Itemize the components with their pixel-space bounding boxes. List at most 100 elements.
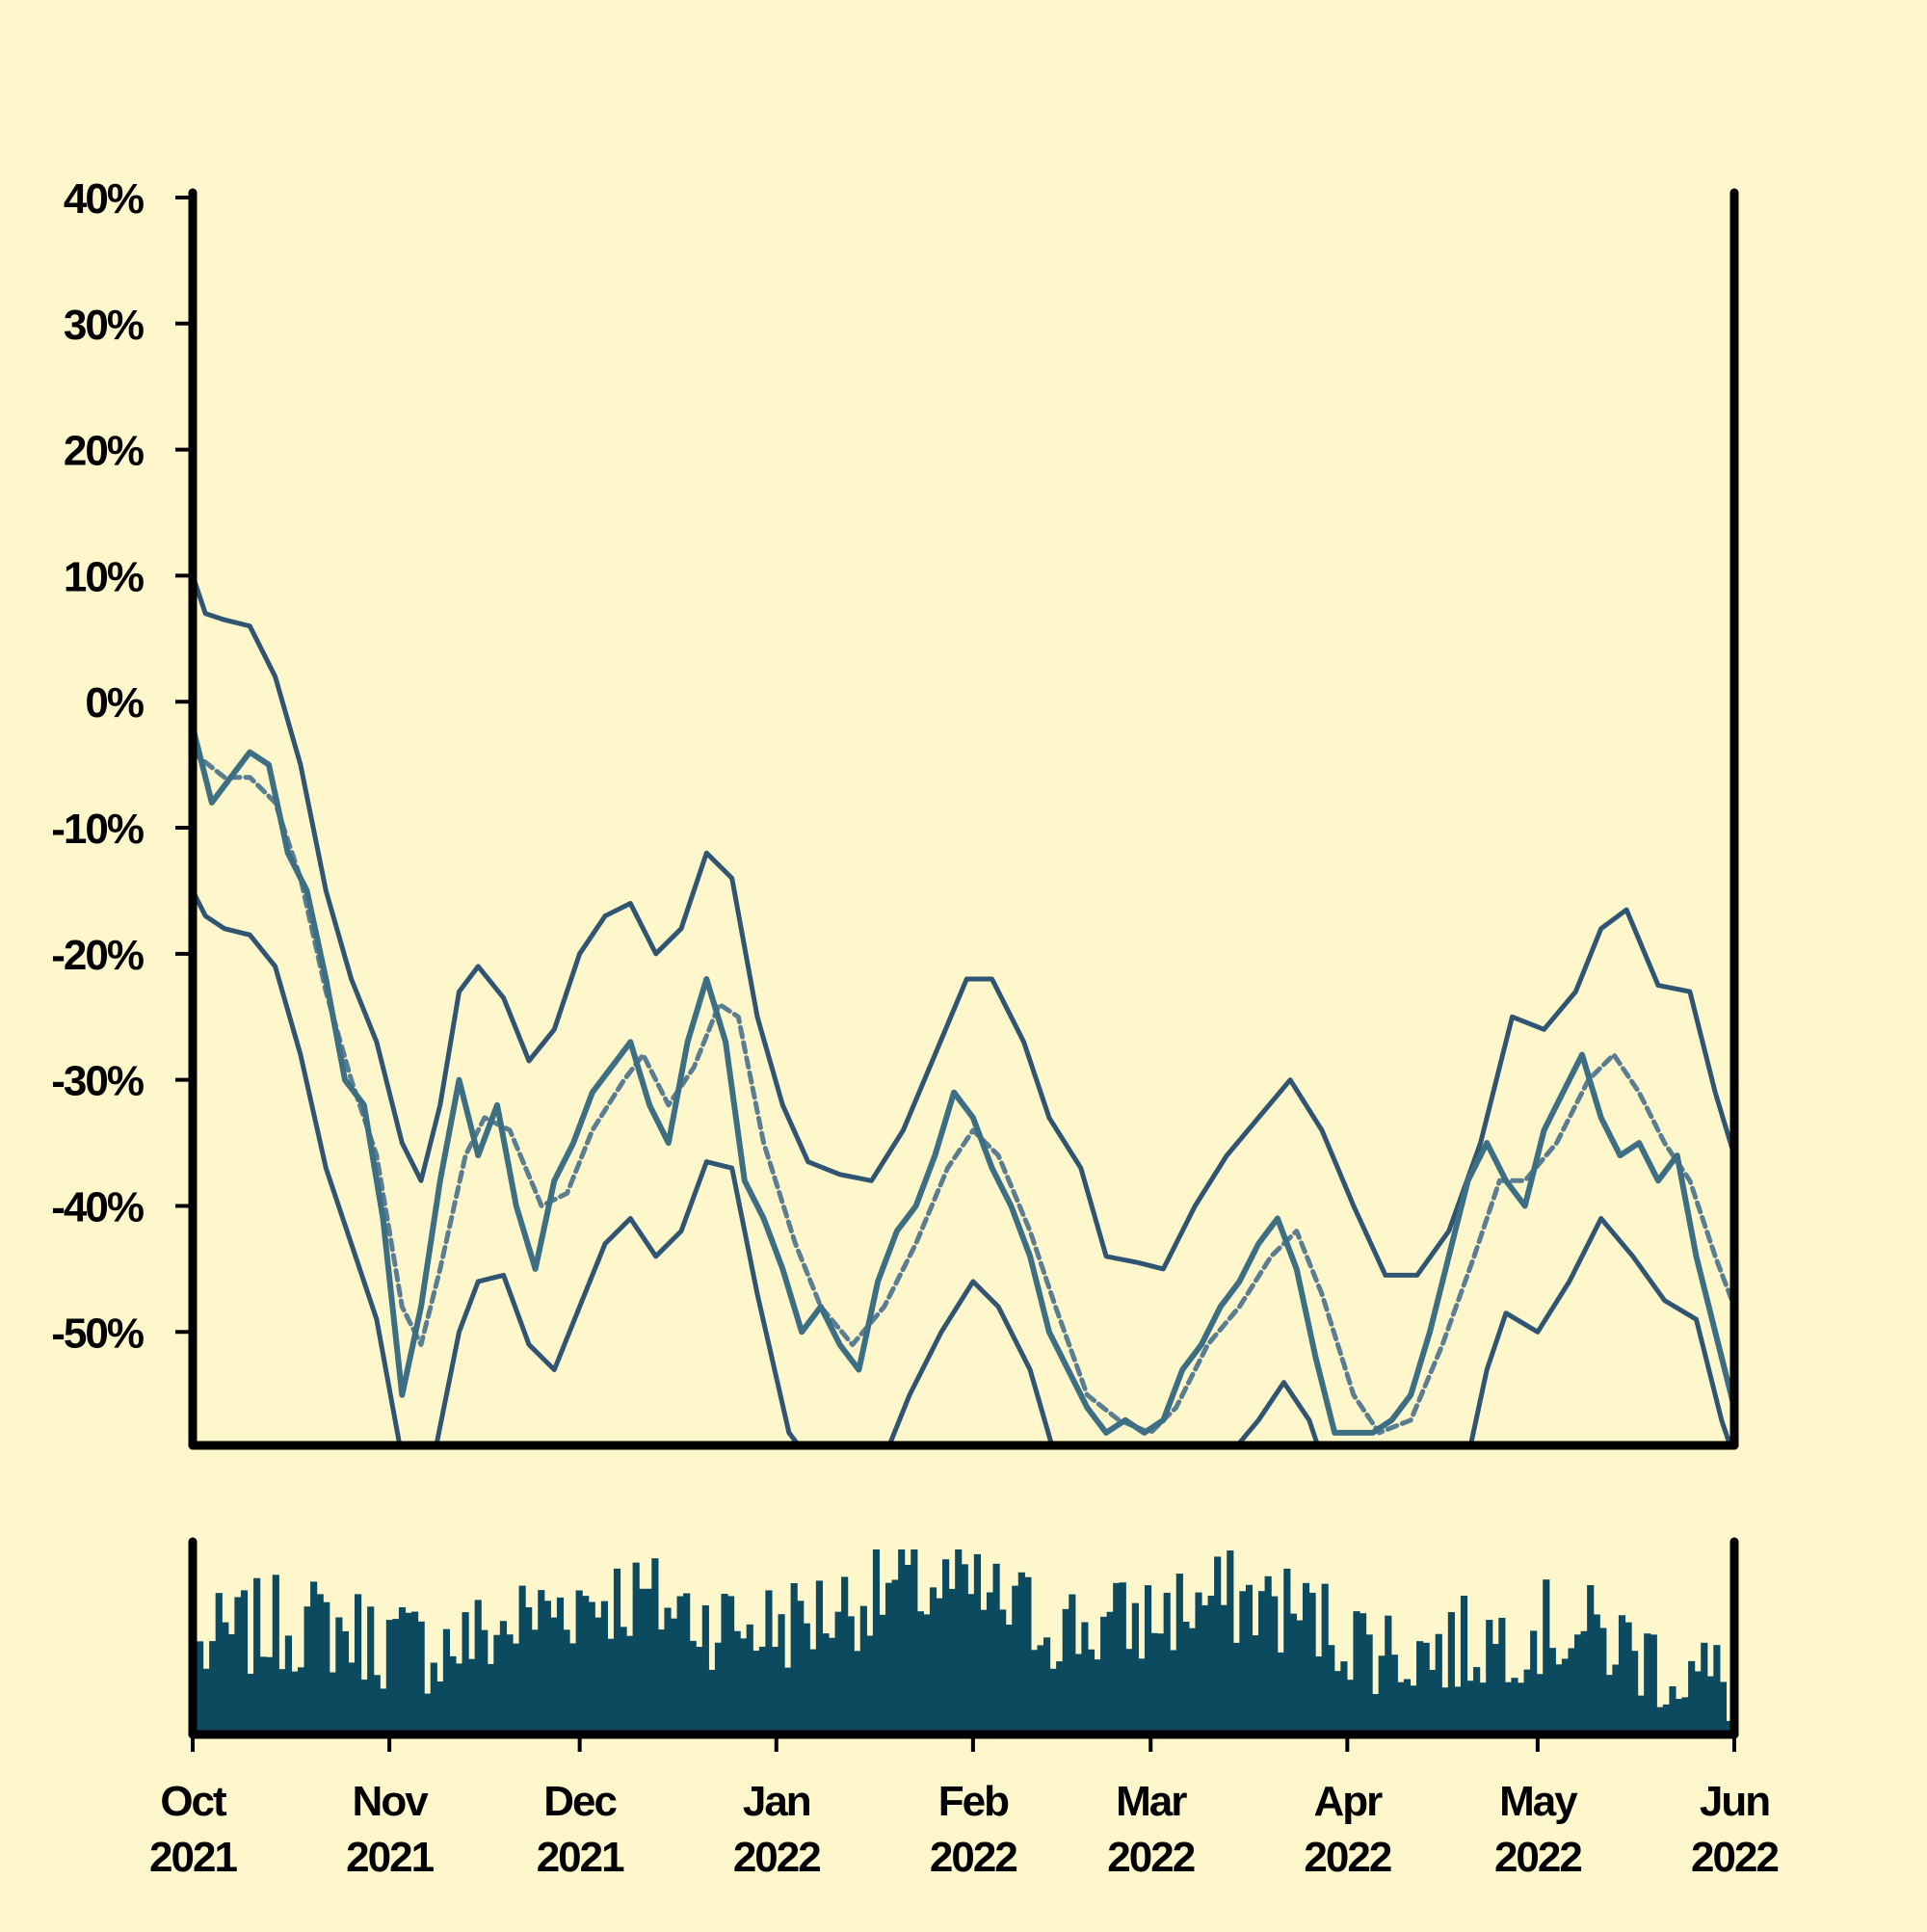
volume-bar: [259, 1656, 267, 1734]
volume-bar: [556, 1597, 565, 1734]
volume-bar: [809, 1649, 817, 1734]
volume-bar: [1113, 1582, 1121, 1734]
volume-bar: [822, 1633, 830, 1734]
volume-bar: [1624, 1622, 1632, 1734]
volume-bar: [462, 1612, 469, 1734]
y-tick-label: -10%: [51, 806, 144, 853]
volume-bar: [1245, 1584, 1254, 1734]
volume-bar: [790, 1582, 798, 1734]
volume-bar: [1195, 1592, 1202, 1734]
volume-bar: [1017, 1572, 1025, 1734]
axes-layer: 40% 30% 20% 10% 0% -10% -20% -30% -40% -50% Oct 202…: [51, 175, 1780, 1881]
volume-bar: [891, 1579, 899, 1734]
volume-bar: [1536, 1674, 1544, 1734]
volume-bar: [575, 1590, 583, 1734]
volume-bar: [411, 1611, 419, 1734]
volume-bar: [1012, 1585, 1019, 1734]
volume-bar: [1410, 1685, 1417, 1734]
volume-bar: [1486, 1620, 1493, 1734]
volume-bar: [272, 1575, 279, 1734]
volume-bar: [859, 1605, 867, 1734]
volume-bar: [253, 1577, 261, 1734]
volume-bar: [879, 1614, 886, 1734]
volume-bar: [714, 1642, 723, 1734]
x-tick-label-year: 2022: [1494, 1834, 1581, 1881]
volume-bar: [1593, 1614, 1600, 1734]
volume-bar: [841, 1576, 849, 1734]
volume-bar: [323, 1601, 330, 1734]
volume-bar: [872, 1549, 881, 1734]
volume-bar: [1372, 1694, 1380, 1734]
volume-bar: [980, 1609, 988, 1734]
volume-bar: [645, 1588, 652, 1734]
x-tick-label-year: 2021: [346, 1834, 434, 1881]
volume-bar: [1429, 1669, 1437, 1734]
volume-bar: [1612, 1664, 1620, 1734]
volume-bar: [639, 1588, 647, 1734]
volume-bar: [1239, 1591, 1247, 1734]
volume-bar: [854, 1651, 861, 1734]
volume-bar: [1094, 1659, 1101, 1734]
volume-bar: [1207, 1596, 1215, 1734]
volume-bar: [1416, 1641, 1424, 1734]
x-tick-label-month: Nov: [353, 1778, 430, 1825]
volume-bar: [588, 1601, 595, 1734]
volume-bar: [657, 1629, 666, 1734]
volume-bar: [955, 1549, 963, 1734]
volume-bar: [543, 1601, 551, 1734]
volume-bar: [1650, 1634, 1657, 1734]
volume-bar: [202, 1668, 210, 1734]
volume-bar: [430, 1662, 437, 1734]
volume-bar: [1504, 1681, 1513, 1734]
volume-bar: [651, 1558, 659, 1734]
volume-bar: [1460, 1595, 1468, 1734]
volume-bar: [398, 1607, 407, 1734]
volume-bar: [518, 1585, 526, 1734]
volume-bar: [1106, 1611, 1114, 1734]
volume-bar: [683, 1593, 691, 1734]
volume-bar: [392, 1619, 400, 1734]
volume-bar: [1543, 1579, 1550, 1734]
volume-bar: [449, 1655, 457, 1734]
volume-bar: [828, 1637, 836, 1734]
volume-bar: [1479, 1682, 1487, 1734]
volume-bar: [923, 1614, 931, 1734]
volume-bar: [455, 1663, 463, 1734]
volume-bar: [310, 1581, 318, 1734]
volume-bar: [1069, 1594, 1076, 1734]
volume-bar: [197, 1641, 204, 1734]
volume-bar: [1561, 1658, 1570, 1734]
volume-bar: [866, 1635, 874, 1734]
x-tick-label-month: Oct: [160, 1778, 227, 1825]
volume-bar: [436, 1681, 444, 1734]
volume-bar: [999, 1609, 1007, 1734]
volume-bar: [847, 1616, 855, 1734]
volume-bar: [1024, 1576, 1032, 1734]
volume-bar: [1340, 1661, 1348, 1734]
volume-bar: [1283, 1568, 1291, 1734]
volume-bar: [1669, 1686, 1676, 1734]
volume-bar: [1252, 1635, 1259, 1734]
volume-bar: [563, 1629, 570, 1734]
x-tick-label-year: 2022: [1304, 1834, 1390, 1881]
volume-bar: [247, 1674, 254, 1734]
volume-bar: [758, 1646, 766, 1734]
volume-bar: [499, 1621, 508, 1734]
y-tick-label: 30%: [64, 302, 144, 349]
volume-bar: [1441, 1687, 1449, 1734]
x-tick-label-year: 2022: [1107, 1834, 1194, 1881]
volume-bar: [1131, 1602, 1139, 1734]
volume-bar: [594, 1617, 602, 1734]
volume-bar: [936, 1598, 943, 1734]
volume-bar: [1049, 1668, 1057, 1734]
volume-bar: [626, 1635, 634, 1734]
volume-bar: [1328, 1645, 1335, 1734]
volume-bar: [304, 1606, 311, 1734]
volume-bar: [1170, 1650, 1177, 1734]
y-tick-label: 10%: [64, 553, 144, 600]
volume-bar: [354, 1594, 362, 1734]
volume-bar: [1163, 1592, 1171, 1734]
volume-bar: [1517, 1682, 1525, 1734]
volume-bar: [1321, 1583, 1329, 1734]
